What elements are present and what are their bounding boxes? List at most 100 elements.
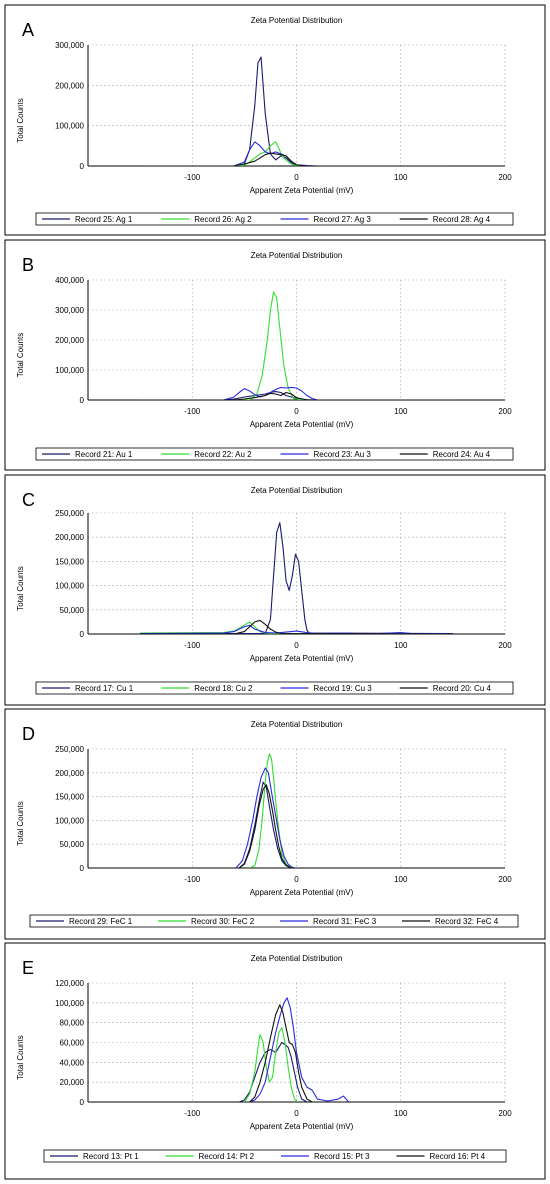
legend: Record 21: Au 1 Record 22: Au 2 Record 23:… [35, 447, 514, 461]
legend-box [35, 681, 514, 695]
y-axis-label: Total Counts [16, 1035, 25, 1079]
chart-title: Zeta Potential Distribution [251, 954, 343, 963]
series-line-4 [140, 391, 453, 400]
chart-panel-d: D Zeta Potential Distribution -100 0 100 200 0… [4, 708, 546, 940]
chart-panel-c: C Zeta Potential Distribution -100 0 100 200 0… [4, 474, 546, 706]
legend: Record 17: Cu 1 Record 18: Cu 2 Record 19:… [35, 681, 514, 695]
x-tick-label: 0 [294, 173, 299, 182]
series-line-1 [140, 522, 453, 634]
y-tick-label: 20,000 [60, 1078, 85, 1087]
chart-title: Zeta Potential Distribution [251, 16, 343, 25]
y-tick-label: 100,000 [55, 582, 84, 591]
legend-box [35, 212, 514, 226]
legend-entry: Record 32: FeC 4 [435, 917, 499, 926]
legend-entry: Record 27: Ag 3 [314, 215, 372, 224]
y-tick-label: 100,000 [55, 999, 84, 1008]
legend: Record 13: Pt 1 Record 14: Pt 2 Record 15:… [43, 1149, 507, 1163]
y-tick-label: 200,000 [55, 336, 84, 345]
y-tick-label: 250,000 [55, 745, 84, 754]
x-tick-label: 200 [498, 173, 512, 182]
panel-letter: E [22, 958, 34, 978]
y-tick-label: 0 [80, 864, 85, 873]
y-tick-label: 200,000 [55, 769, 84, 778]
x-axis-label: Apparent Zeta Potential (mV) [250, 186, 354, 195]
x-tick-label: -100 [184, 173, 201, 182]
x-axis-label: Apparent Zeta Potential (mV) [250, 420, 354, 429]
panel-letter: C [22, 490, 35, 510]
legend-entry: Record 19: Cu 3 [314, 684, 373, 693]
series-line-1 [238, 1041, 308, 1102]
x-tick-label: -100 [184, 1109, 201, 1118]
x-axis-label: Apparent Zeta Potential (mV) [250, 1122, 354, 1131]
x-tick-label: 0 [294, 875, 299, 884]
panel-frame [4, 4, 546, 236]
series-group [140, 522, 453, 634]
series-line-4 [238, 784, 295, 868]
y-tick-label: 0 [80, 162, 85, 171]
y-tick-label: 40,000 [60, 1058, 85, 1067]
legend-entry: Record 22: Au 2 [194, 450, 252, 459]
series-line-4 [140, 619, 453, 634]
series-group [140, 291, 453, 400]
y-tick-label: 0 [80, 1098, 85, 1107]
x-tick-label: 0 [294, 407, 299, 416]
x-tick-label: 200 [498, 1109, 512, 1118]
x-tick-label: 200 [498, 407, 512, 416]
chart-panel-b: B Zeta Potential Distribution -100 0 100 200 0… [4, 239, 546, 471]
x-tick-label: 100 [394, 173, 408, 182]
x-tick-label: 100 [394, 407, 408, 416]
y-axis-label: Total Counts [16, 801, 25, 845]
legend-entry: Record 23: Au 3 [314, 450, 372, 459]
series-line-2 [140, 291, 453, 400]
y-tick-label: 60,000 [60, 1039, 85, 1048]
chart-title: Zeta Potential Distribution [251, 720, 343, 729]
x-tick-label: 0 [294, 641, 299, 650]
panel-frame [4, 239, 546, 471]
y-axis-label: Total Counts [16, 566, 25, 610]
legend-entry: Record 24: Au 4 [433, 450, 491, 459]
x-tick-label: 0 [294, 1109, 299, 1118]
legend-entry: Record 15: Pt 3 [314, 1152, 370, 1161]
legend-entry: Record 17: Cu 1 [75, 684, 134, 693]
panel-letter: A [22, 20, 34, 40]
legend: Record 25: Ag 1 Record 26: Ag 2 Record 27:… [35, 212, 514, 226]
y-tick-label: 200,000 [55, 81, 84, 90]
series-line-3 [249, 997, 350, 1102]
legend-entry: Record 14: Pt 2 [199, 1152, 255, 1161]
legend-entry: Record 30: FeC 2 [191, 917, 255, 926]
panel-letter: D [22, 724, 35, 744]
y-tick-label: 150,000 [55, 793, 84, 802]
series-line-4 [140, 152, 453, 166]
legend-box [29, 914, 519, 928]
x-tick-label: 200 [498, 875, 512, 884]
legend: Record 29: FeC 1 Record 30: FeC 2 Record 3… [29, 914, 519, 928]
x-axis-label: Apparent Zeta Potential (mV) [250, 888, 354, 897]
legend-entry: Record 26: Ag 2 [194, 215, 252, 224]
chart-title: Zeta Potential Distribution [251, 251, 343, 260]
x-tick-label: 100 [394, 641, 408, 650]
y-tick-label: 80,000 [60, 1019, 85, 1028]
legend-entry: Record 16: Pt 4 [430, 1152, 486, 1161]
series-line-4 [249, 1004, 313, 1102]
y-tick-label: 120,000 [55, 979, 84, 988]
legend-entry: Record 25: Ag 1 [75, 215, 133, 224]
y-tick-label: 50,000 [60, 840, 85, 849]
chart-panel-e: E Zeta Potential Distribution -100 0 100 200 0… [4, 942, 546, 1180]
series-line-3 [140, 386, 453, 400]
y-tick-label: 50,000 [60, 606, 85, 615]
panel-letter: B [22, 255, 34, 275]
legend-box [43, 1149, 507, 1163]
series-group [140, 56, 453, 166]
legend-entry: Record 31: FeC 3 [313, 917, 377, 926]
x-tick-label: -100 [184, 875, 201, 884]
legend-entry: Record 18: Cu 2 [194, 684, 253, 693]
y-tick-label: 300,000 [55, 306, 84, 315]
x-tick-label: -100 [184, 641, 201, 650]
x-axis-label: Apparent Zeta Potential (mV) [250, 654, 354, 663]
chart-panel-a: A Zeta Potential Distribution -100 0 100 200 0… [4, 4, 546, 236]
legend-box [35, 447, 514, 461]
series-line-2 [243, 1027, 298, 1102]
y-tick-label: 100,000 [55, 816, 84, 825]
y-tick-label: 0 [80, 396, 85, 405]
series-line-3 [235, 767, 297, 868]
